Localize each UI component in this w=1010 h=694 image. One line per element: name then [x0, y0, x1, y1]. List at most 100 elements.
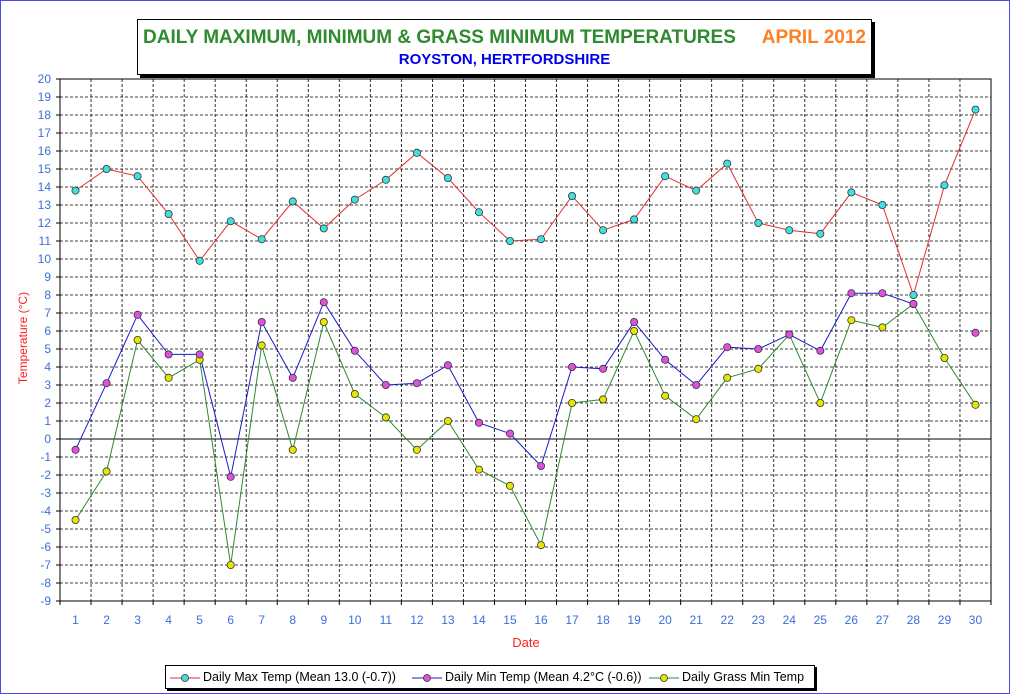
y-tick-label: -9: [40, 594, 51, 608]
x-tick-label: 1: [72, 613, 79, 627]
data-point-max: [381, 175, 390, 184]
chart-title: DAILY MAXIMUM, MINIMUM & GRASS MINIMUM T…: [143, 27, 736, 48]
x-tick-label: 10: [348, 613, 362, 627]
x-tick-label: 20: [658, 613, 672, 627]
y-tick-label: 1: [44, 414, 51, 428]
x-tick-label: 21: [690, 613, 704, 627]
data-point-min: [692, 380, 701, 389]
series-line-grass: [75, 303, 976, 566]
x-tick-labels: 1 2 3 4 5 6 7 8 9 10 11 12 13 14 15 16 17 18 19 20 21 22 23 24 2…: [72, 613, 982, 627]
data-point-max: [164, 209, 173, 218]
x-tick-label: 17: [565, 613, 579, 627]
y-tick-label: 10: [38, 252, 52, 266]
x-tick-label: 25: [814, 613, 828, 627]
x-tick-label: 4: [165, 613, 172, 627]
x-tick-label: 26: [845, 613, 859, 627]
data-point-grass: [505, 481, 514, 490]
series-line-max: [75, 109, 976, 297]
data-point-min: [133, 310, 142, 319]
y-tick-label: -5: [40, 522, 51, 536]
data-point-min: [754, 344, 763, 353]
data-point-max: [661, 172, 670, 181]
data-point-min: [257, 317, 266, 326]
data-point-max: [226, 217, 235, 226]
y-tick-label: 13: [38, 198, 52, 212]
data-point-min: [816, 346, 825, 355]
data-point-min: [195, 350, 204, 359]
legend: Daily Max Temp (Mean 13.0 (-0.7)) Daily …: [165, 665, 815, 689]
data-point-grass: [474, 465, 483, 474]
data-point-max: [71, 186, 80, 195]
data-point-min: [785, 330, 794, 339]
legend-item-min: Daily Min Temp (Mean 4.2°C (-0.6)): [412, 666, 642, 688]
data-point-grass: [133, 335, 142, 344]
data-point-min: [474, 418, 483, 427]
chart-subtitle: ROYSTON, HERTFORDSHIRE: [398, 51, 611, 68]
y-tick-label: -4: [40, 504, 51, 518]
data-point-grass: [723, 373, 732, 382]
data-point-grass: [164, 373, 173, 382]
y-tick-labels: -9-8-7-6-5-4-3-2-10123456789101112131415…: [38, 72, 52, 608]
data-point-max: [102, 164, 111, 173]
data-point-grass: [568, 398, 577, 407]
x-axis-label: Date: [512, 635, 539, 650]
y-tick-label: -6: [40, 540, 51, 554]
y-tick-label: -3: [40, 486, 51, 500]
legend-label-grass: Daily Grass Min Temp: [682, 670, 805, 684]
x-tick-label: 23: [752, 613, 766, 627]
data-point-max: [133, 172, 142, 181]
x-tick-label: 22: [721, 613, 735, 627]
legend-label-max: Daily Max Temp (Mean 13.0 (-0.7)): [203, 670, 396, 684]
y-tick-label: 19: [38, 90, 52, 104]
data-point-grass: [319, 317, 328, 326]
data-point-min: [319, 298, 328, 307]
data-point-grass: [816, 398, 825, 407]
data-point-max: [847, 188, 856, 197]
legend-label-min: Daily Min Temp (Mean 4.2°C (-0.6)): [445, 670, 642, 684]
data-point-max: [257, 235, 266, 244]
series-group: [71, 105, 980, 570]
y-tick-label: 5: [44, 342, 51, 356]
y-tick-label: 16: [38, 144, 52, 158]
data-point-min: [350, 346, 359, 355]
data-point-grass: [257, 341, 266, 350]
data-point-min: [226, 472, 235, 481]
data-point-max: [443, 173, 452, 182]
data-point-min: [723, 343, 732, 352]
data-point-min: [443, 361, 452, 370]
data-point-grass: [102, 467, 111, 476]
data-point-max: [940, 181, 949, 190]
y-tick-label: -8: [40, 576, 51, 590]
data-point-grass: [350, 389, 359, 398]
x-tick-label: 5: [196, 613, 203, 627]
y-tick-label: 15: [38, 162, 52, 176]
data-point-min: [661, 355, 670, 364]
data-point-min: [847, 289, 856, 298]
x-tick-label: 15: [503, 613, 517, 627]
data-point-max: [878, 200, 887, 209]
y-tick-label: -1: [40, 450, 51, 464]
data-point-min: [909, 299, 918, 308]
data-point-min: [71, 445, 80, 454]
data-point-max: [599, 226, 608, 235]
x-tick-label: 18: [596, 613, 610, 627]
y-tick-label: 3: [44, 378, 51, 392]
data-point-min: [971, 328, 980, 337]
data-point-min: [878, 289, 887, 298]
data-point-max: [568, 191, 577, 200]
data-point-min: [505, 429, 514, 438]
x-tick-label: 28: [907, 613, 921, 627]
x-tick-label: 9: [320, 613, 327, 627]
y-tick-label: 0: [44, 432, 51, 446]
data-point-max: [319, 224, 328, 233]
x-tick-label: 7: [258, 613, 265, 627]
legend-item-grass: Daily Grass Min Temp: [649, 666, 804, 688]
x-tick-label: 8: [289, 613, 296, 627]
data-point-grass: [847, 316, 856, 325]
data-point-max: [909, 290, 918, 299]
data-point-min: [164, 350, 173, 359]
data-point-min: [412, 379, 421, 388]
y-tick-label: 18: [38, 108, 52, 122]
data-point-grass: [661, 391, 670, 400]
